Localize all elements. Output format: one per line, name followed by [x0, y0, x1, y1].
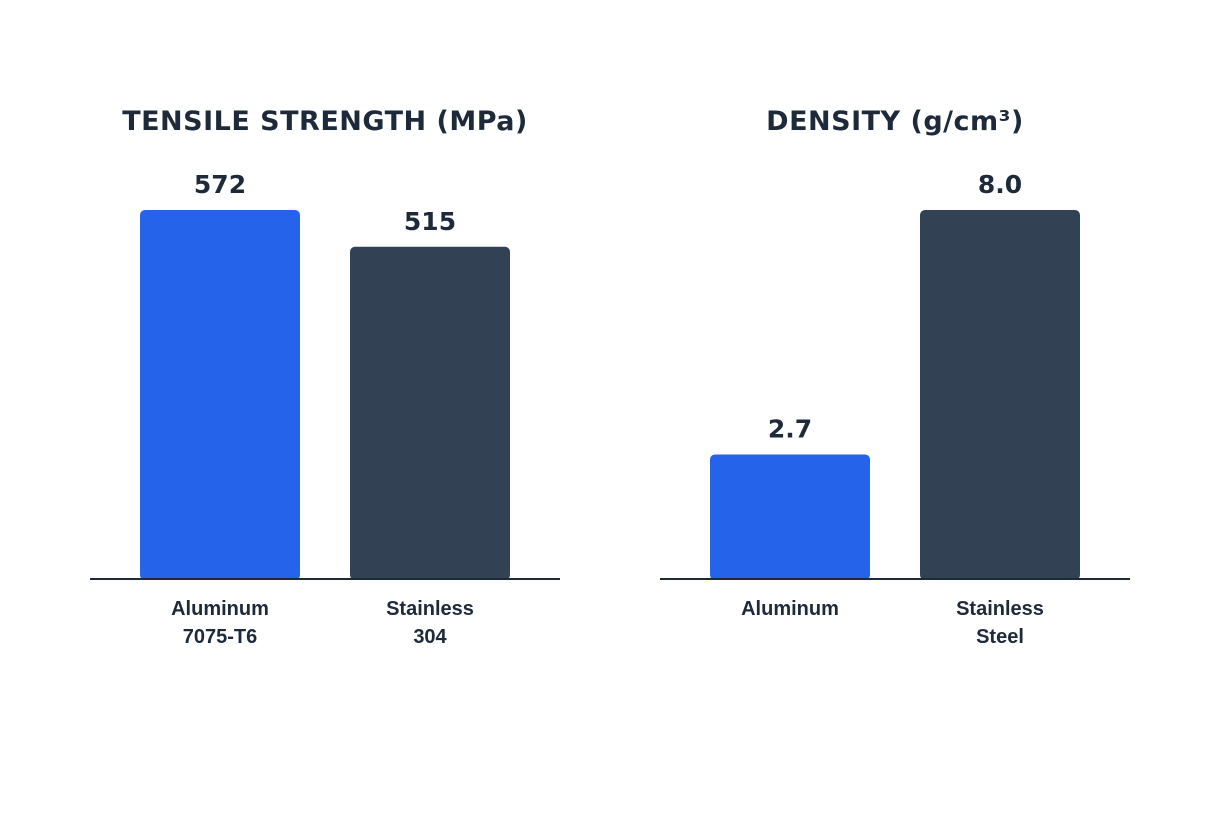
tensile-strength-chart: TENSILE STRENGTH (MPa) 572 515 Aluminum 70…: [90, 106, 560, 648]
bar-density-0: [710, 454, 870, 580]
category-label: 7075-T6: [183, 626, 258, 648]
bar-tensile-1: [350, 246, 510, 580]
category-labels-group: Aluminum 7075-T6 Stainless 304: [171, 598, 474, 648]
category-label: Aluminum: [171, 598, 269, 620]
value-label: 572: [194, 170, 246, 199]
bar-tensile-0: [140, 210, 300, 580]
density-chart: DENSITY (g/cm³) 2.7 8.0 Aluminum Stainless…: [660, 106, 1130, 648]
category-label: Stainless: [386, 598, 474, 620]
bars-group: [710, 210, 1080, 580]
category-label: Stainless: [956, 598, 1044, 620]
category-label: 304: [413, 626, 447, 648]
value-labels-group: 572 515: [194, 170, 456, 236]
bar-density-1: [920, 210, 1080, 580]
category-labels-group: Aluminum Stainless Steel: [741, 598, 1044, 648]
value-labels-group: 2.7 8.0: [768, 170, 1022, 443]
value-label: 2.7: [768, 414, 812, 443]
value-label: 515: [404, 207, 456, 236]
bars-group: [140, 210, 510, 580]
category-label: Steel: [976, 626, 1024, 648]
category-label: Aluminum: [741, 598, 839, 620]
chart-title-density: DENSITY (g/cm³): [766, 106, 1024, 137]
chart-title-tensile-strength: TENSILE STRENGTH (MPa): [122, 106, 528, 137]
value-label: 8.0: [978, 170, 1022, 199]
